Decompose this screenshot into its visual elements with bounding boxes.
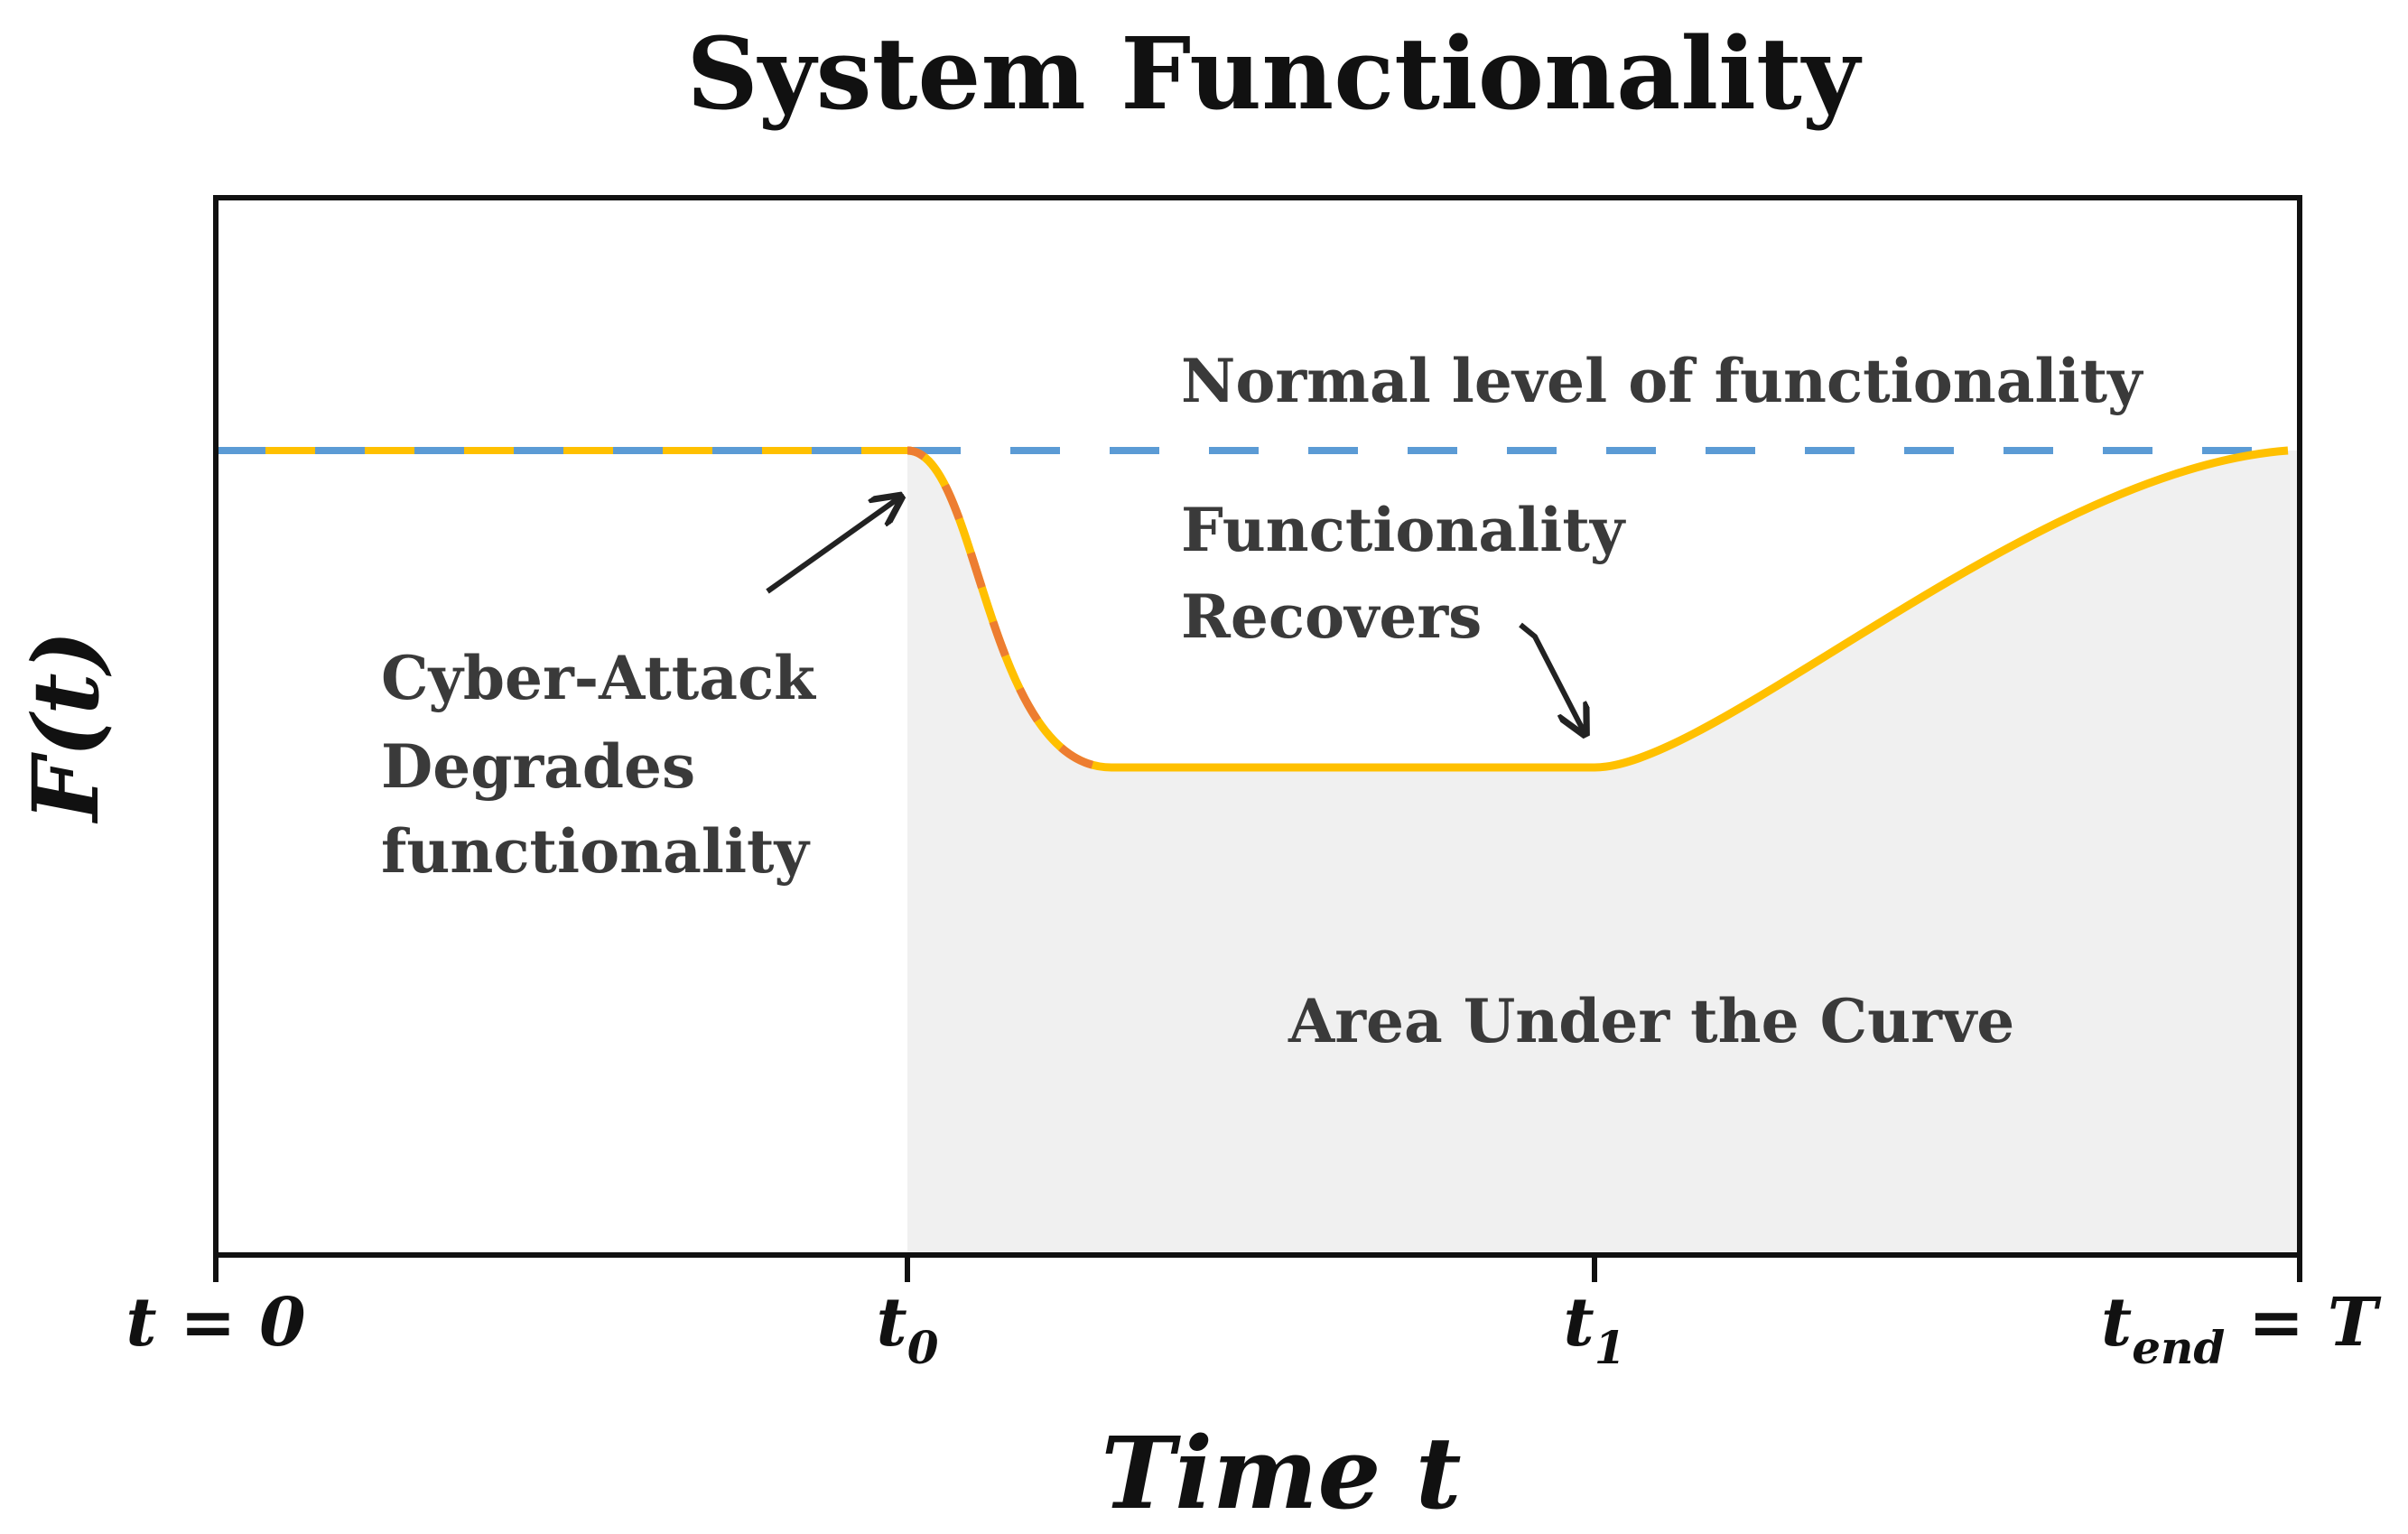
attack-label: Cyber-Attack [381,643,816,713]
tick-sub: 0 [907,1321,939,1374]
attack-label: Degrades [381,731,695,802]
recover-arrow [1519,622,1584,731]
recovers-label: Recovers [1181,581,1482,652]
title: System Functionality [686,15,1862,132]
area-under-curve [907,451,2300,1255]
x-axis-label: Time t [1101,1415,1461,1531]
plot-frame [213,195,2302,1258]
tick-base: t [1564,1284,1594,1362]
tick-sub: 1 [1594,1321,1626,1374]
y-axis-label: F(t) [13,630,119,824]
tick-suffix: = T [2225,1284,2382,1362]
normal-level-label: Normal level of functionality [1181,346,2143,416]
area-label: Area Under the Curve [1288,986,2014,1056]
degradation-curve-dash [906,446,1112,772]
tick-label: t0 [877,1284,939,1374]
tick-label: tend = T [2101,1284,2382,1374]
tick-marks [213,1255,2302,1282]
tick-base: t [877,1284,907,1362]
attack-label: functionality [381,816,811,887]
recovers-label: Functionality [1181,495,1626,565]
tick-label: t = 0 [126,1284,305,1362]
tick-sub: end [2132,1321,2225,1374]
recovery-curve [1111,446,2289,772]
tick-base: t [2101,1284,2132,1362]
attack-arrow [766,498,898,594]
tick-label: t1 [1564,1284,1626,1374]
